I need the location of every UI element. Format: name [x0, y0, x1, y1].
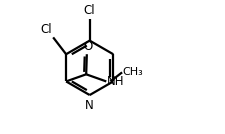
Text: N: N — [85, 99, 94, 112]
Text: O: O — [83, 40, 92, 53]
Text: Cl: Cl — [40, 23, 51, 36]
Text: CH₃: CH₃ — [122, 67, 143, 77]
Text: Cl: Cl — [83, 4, 95, 17]
Text: NH: NH — [106, 75, 124, 88]
